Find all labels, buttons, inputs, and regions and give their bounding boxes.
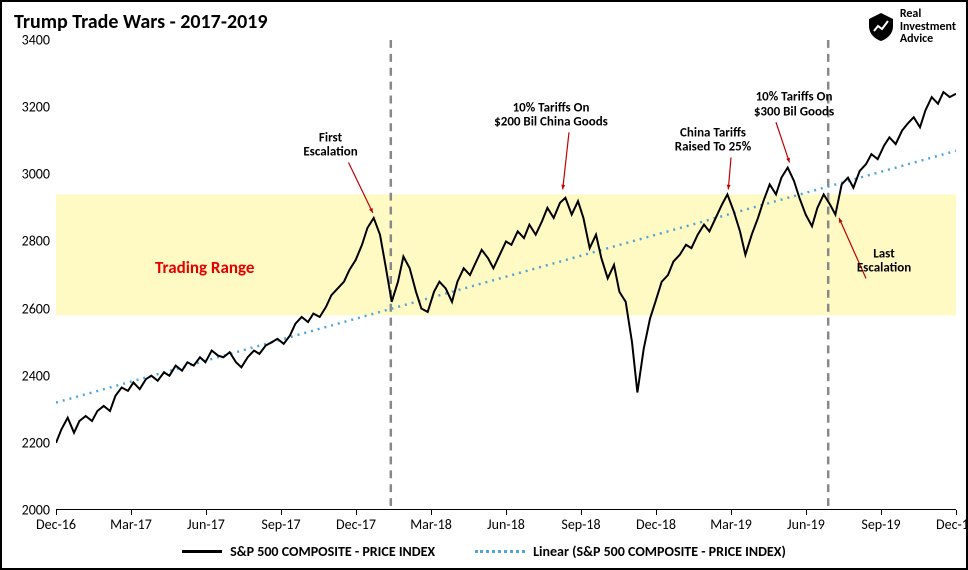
legend-swatch-dotted	[475, 550, 525, 553]
x-tick-label: Dec-18	[636, 516, 676, 533]
x-tick-label: Dec-19	[936, 516, 968, 533]
chart-title: Trump Trade Wars - 2017-2019	[14, 10, 268, 34]
trading-range-band	[56, 194, 956, 315]
y-tick-label: 2200	[22, 434, 50, 451]
x-tick-label: Mar-17	[110, 516, 152, 533]
x-tick-label: Sep-18	[561, 516, 600, 533]
y-tick-label: 2800	[22, 233, 50, 250]
annotation-raised-25: China TariffsRaised To 25%	[675, 126, 751, 155]
annotation-last-escalation: LastEscalation	[857, 247, 911, 276]
x-tick-label: Mar-18	[410, 516, 452, 533]
x-tick-label: Sep-17	[261, 516, 300, 533]
x-tick-label: Mar-19	[710, 516, 752, 533]
x-tick-label: Jun-18	[487, 516, 525, 533]
logo-icon	[866, 11, 896, 43]
x-tick-label: Dec-16	[36, 516, 76, 533]
y-tick-label: 3000	[22, 166, 50, 183]
trading-range-label: Trading Range	[155, 257, 254, 278]
legend-item-linear: Linear (S&P 500 COMPOSITE - PRICE INDEX)	[475, 543, 786, 560]
legend-item-price: S&P 500 COMPOSITE - PRICE INDEX	[182, 543, 435, 560]
legend: S&P 500 COMPOSITE - PRICE INDEX Linear (…	[2, 543, 966, 560]
y-tick-label: 3200	[22, 99, 50, 116]
y-tick-label: 2400	[22, 367, 50, 384]
x-tick-label: Sep-19	[861, 516, 900, 533]
annotation-first-escalation: FirstEscalation	[303, 131, 357, 160]
x-tick-label: Dec-17	[336, 516, 376, 533]
y-tick-label: 2600	[22, 300, 50, 317]
annotation-tariffs-200b: 10% Tariffs On$200 Bil China Goods	[494, 101, 608, 130]
x-tick-label: Jun-19	[787, 516, 825, 533]
y-tick-label: 3400	[22, 32, 50, 49]
chart-area: 20002200240026002800300032003400Dec-16Ma…	[56, 40, 956, 510]
annotation-tariffs-300b: 10% Tariffs On$300 Bil Goods	[754, 91, 834, 120]
x-tick-label: Jun-17	[187, 516, 225, 533]
legend-swatch-solid	[182, 550, 222, 553]
